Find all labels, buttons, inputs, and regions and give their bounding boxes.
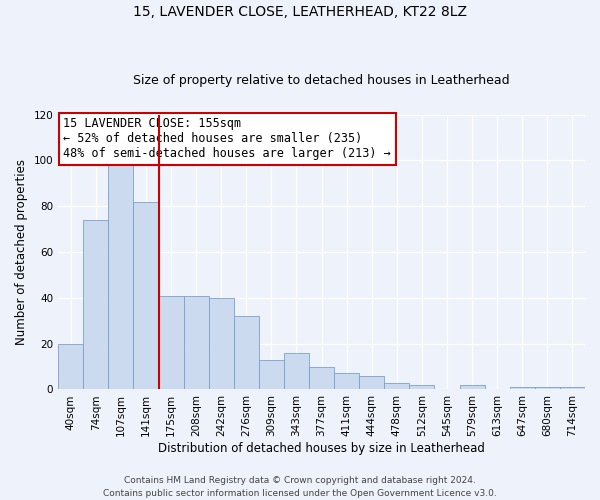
Bar [58, 344, 83, 390]
Bar [209, 298, 234, 390]
Bar [510, 387, 535, 390]
Bar [309, 366, 334, 390]
Bar [184, 296, 209, 390]
Bar [409, 385, 434, 390]
Bar [284, 353, 309, 390]
Bar [460, 385, 485, 390]
Bar [234, 316, 259, 390]
Bar [259, 360, 284, 390]
Bar [560, 387, 585, 390]
Bar [535, 387, 560, 390]
Bar [133, 202, 158, 390]
Bar [359, 376, 385, 390]
Y-axis label: Number of detached properties: Number of detached properties [15, 159, 28, 345]
Bar [158, 296, 184, 390]
Title: Size of property relative to detached houses in Leatherhead: Size of property relative to detached ho… [133, 74, 510, 87]
Bar [83, 220, 109, 390]
X-axis label: Distribution of detached houses by size in Leatherhead: Distribution of detached houses by size … [158, 442, 485, 455]
Text: Contains HM Land Registry data © Crown copyright and database right 2024.
Contai: Contains HM Land Registry data © Crown c… [103, 476, 497, 498]
Text: 15 LAVENDER CLOSE: 155sqm
← 52% of detached houses are smaller (235)
48% of semi: 15 LAVENDER CLOSE: 155sqm ← 52% of detac… [64, 118, 391, 160]
Bar [109, 158, 133, 390]
Bar [385, 382, 409, 390]
Text: 15, LAVENDER CLOSE, LEATHERHEAD, KT22 8LZ: 15, LAVENDER CLOSE, LEATHERHEAD, KT22 8L… [133, 5, 467, 19]
Bar [334, 374, 359, 390]
